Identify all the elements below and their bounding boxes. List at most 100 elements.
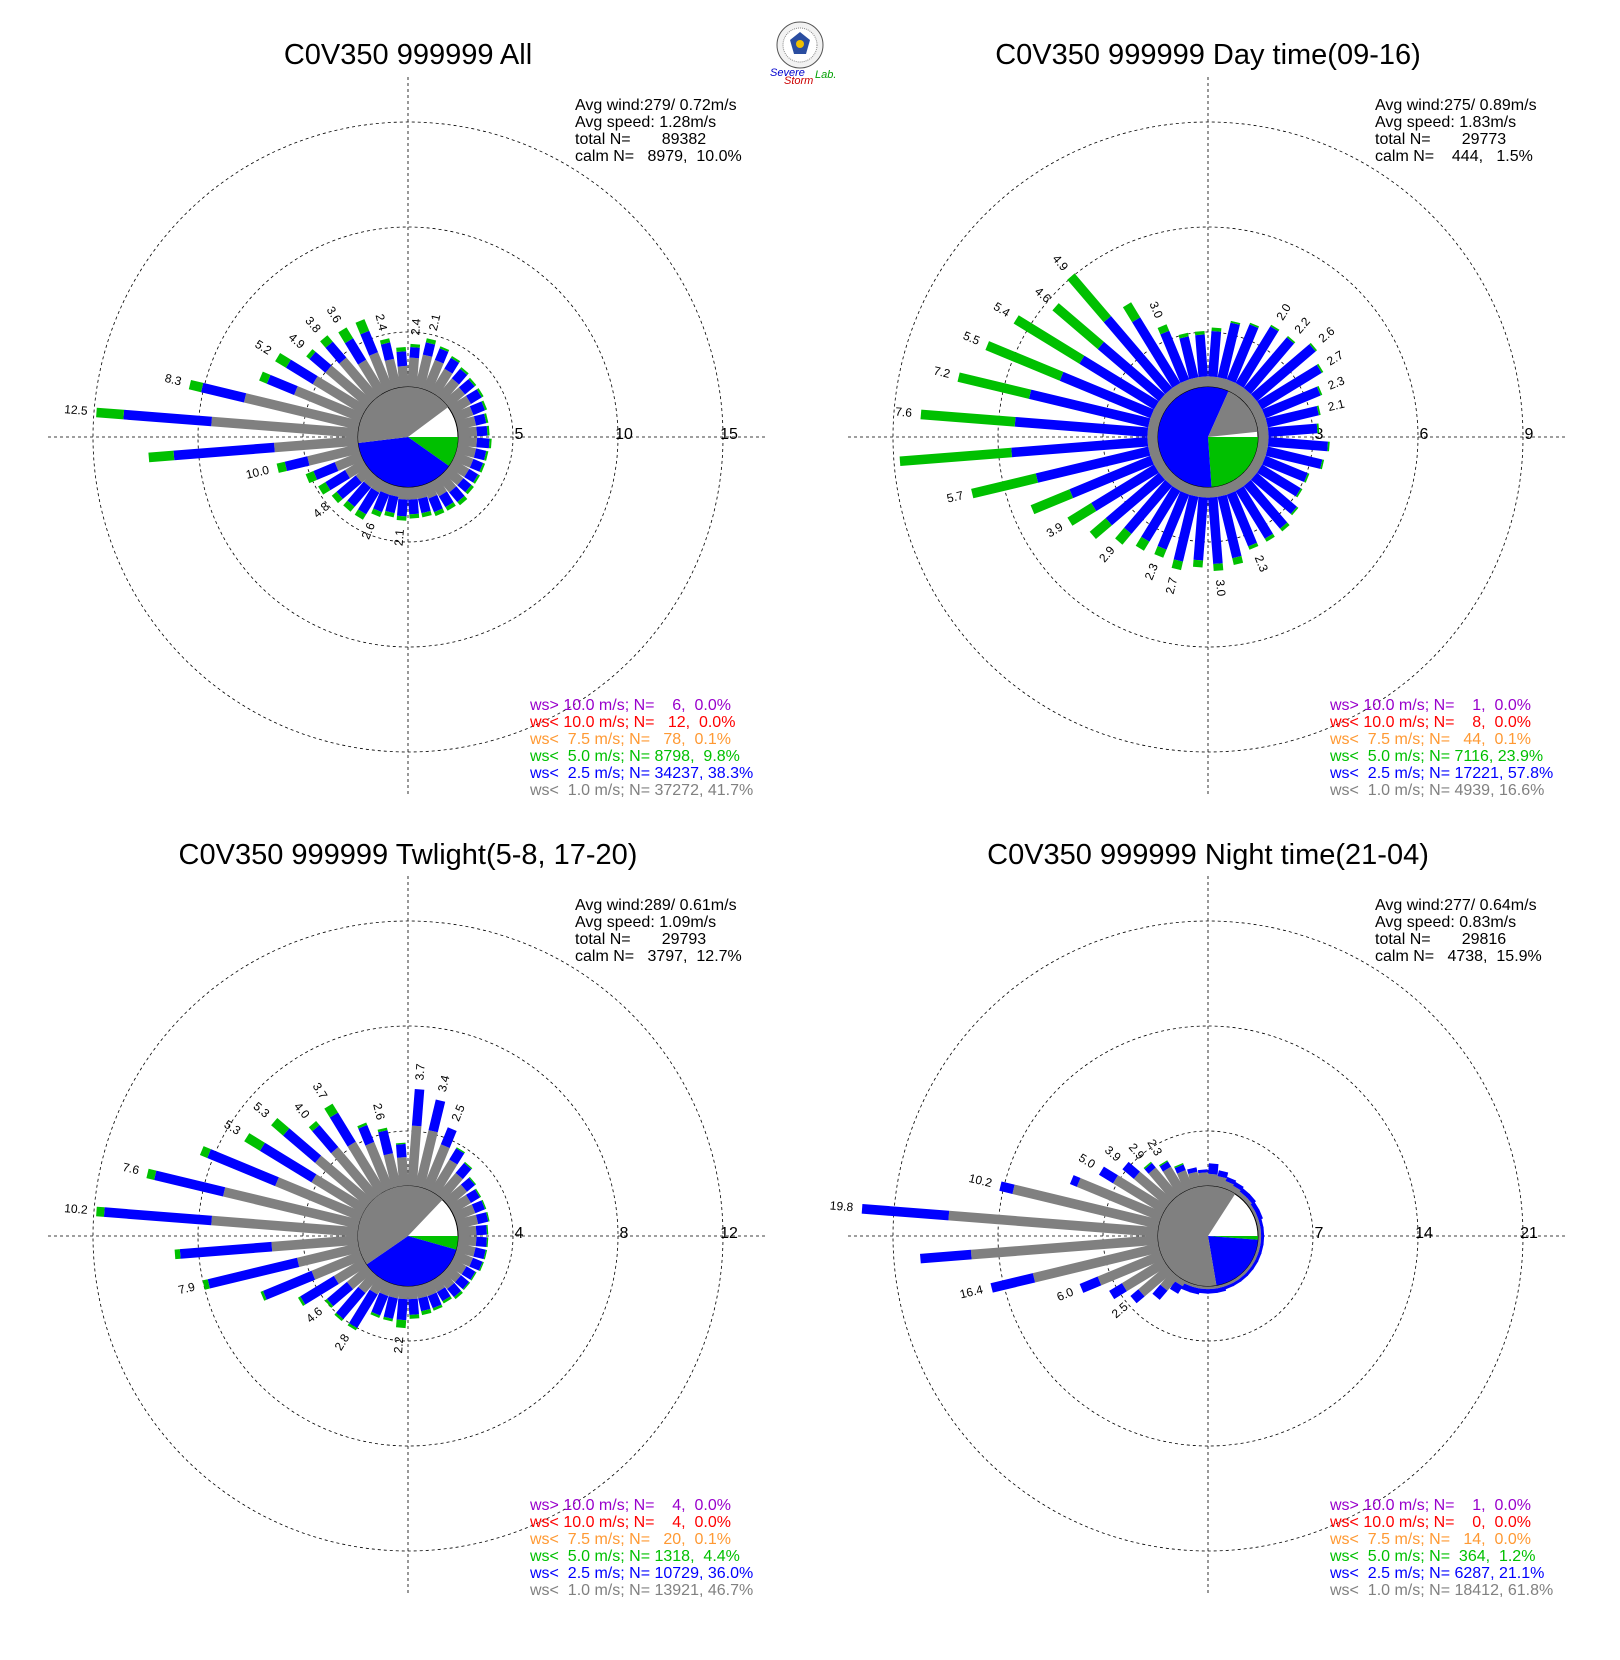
sector-bar-18-lt1 bbox=[415, 1283, 428, 1299]
ring-label: 7 bbox=[1315, 1225, 1324, 1242]
bar-label: 16.4 bbox=[958, 1282, 984, 1301]
sector-bar-27-lt1 bbox=[334, 451, 364, 471]
sector-bar-2-lt5 bbox=[439, 346, 450, 352]
sector-bar-18-lt25 bbox=[418, 1296, 431, 1312]
stat-line: Avg speed: 1.28m/s bbox=[575, 114, 716, 131]
sector-bar-15-lt5 bbox=[457, 495, 468, 506]
sector-bar-15-lt1 bbox=[1236, 1270, 1247, 1280]
sector-bar-13-lt25 bbox=[1257, 464, 1301, 497]
sector-bar-8-lt1 bbox=[455, 1214, 479, 1229]
sector-bar-16-lt5 bbox=[1264, 533, 1275, 542]
sector-bar-33-lt5 bbox=[275, 353, 291, 368]
calm-pie-slice-lt1 bbox=[357, 1185, 443, 1265]
sector-bar-4-lt5 bbox=[1286, 336, 1296, 344]
sector-bar-12-lt25 bbox=[1262, 455, 1308, 482]
sector-bar-23-lt1 bbox=[371, 477, 386, 493]
sector-bar-35-lt5 bbox=[308, 1121, 320, 1132]
sector-bar-36-lt1 bbox=[358, 359, 386, 397]
sector-bar-28-lt5 bbox=[202, 1279, 210, 1290]
legend-entry-lt1: ws< 1.0 m/s; N= 18412, 61.8% bbox=[1329, 1582, 1553, 1599]
sector-bar-16-lt5 bbox=[442, 1296, 452, 1304]
sector-bar-31-lt1 bbox=[243, 393, 361, 430]
sector-bar-16-lt25 bbox=[1235, 486, 1273, 539]
sector-bar-5-lt5 bbox=[468, 377, 477, 387]
bar-label: 2.3 bbox=[1144, 1137, 1165, 1159]
sector-bar-13-lt5 bbox=[1295, 488, 1303, 498]
sector-bar-1-lt25 bbox=[428, 1099, 446, 1133]
wind-rose-panel-2: C0V350 999999 Day time(09-16)3 6 92.02.2 2.… bbox=[848, 39, 1568, 799]
sector-bar-6-lt1 bbox=[448, 1194, 471, 1214]
sector-bar-34-lt1 bbox=[315, 1155, 374, 1208]
sector-bar-35-lt5 bbox=[1067, 273, 1111, 323]
sector-bar-6-lt25 bbox=[466, 389, 482, 404]
calm-pie-slice-lt1 bbox=[1208, 391, 1258, 437]
sector-bar-1-lt5 bbox=[425, 338, 437, 345]
sector-bar-18-lt1 bbox=[1215, 484, 1227, 497]
sector-bar-17-lt25 bbox=[1223, 1283, 1234, 1290]
sector-bar-28-lt1 bbox=[297, 1243, 361, 1267]
ring-label: 12 bbox=[720, 1225, 738, 1242]
sector-bar-18-lt5 bbox=[1232, 556, 1244, 565]
sector-bar-36-lt5 bbox=[1159, 1160, 1168, 1167]
sector-bar-22-lt25 bbox=[373, 491, 390, 513]
sector-bar-39-lt5 bbox=[1194, 331, 1205, 336]
sector-bar-20-lt5 bbox=[396, 515, 407, 521]
sector-bar-28-lt1 bbox=[1148, 444, 1161, 456]
sector-bar-20-lt25 bbox=[397, 499, 408, 517]
ring-label: 10 bbox=[615, 426, 633, 443]
sector-bar-20-lt1 bbox=[398, 486, 409, 500]
wind-rose-panel-3: C0V350 999999 Twlight(5-8, 17-20) 4 8 12 3.7… bbox=[48, 839, 768, 1599]
sector-bar-2-lt25 bbox=[1225, 1176, 1237, 1185]
sector-bar-8-lt25 bbox=[1265, 406, 1319, 428]
sector-bar-24-lt25 bbox=[336, 1286, 366, 1320]
sector-bar-29-lt25 bbox=[920, 1249, 972, 1264]
sector-bar-36-lt1 bbox=[347, 1141, 386, 1196]
sector-bar-23-lt25 bbox=[349, 1289, 378, 1329]
sector-bar-34-lt25 bbox=[1097, 341, 1166, 402]
sector-bar-9-lt25 bbox=[1267, 423, 1318, 437]
sector-bar-30-lt1 bbox=[1147, 427, 1159, 438]
sector-bar-5-lt25 bbox=[458, 379, 475, 395]
sector-bar-4-lt25 bbox=[455, 1162, 472, 1180]
bar-label: 2.7 bbox=[1163, 576, 1181, 596]
sector-bar-2-lt25 bbox=[440, 1127, 457, 1148]
sector-bar-25-lt25 bbox=[1105, 472, 1166, 526]
sector-bar-22-lt25 bbox=[1181, 1283, 1193, 1293]
sector-bar-36-lt25 bbox=[1132, 317, 1181, 388]
sector-bar-30-lt5 bbox=[96, 1206, 105, 1217]
legend-entry-lt1: ws< 1.0 m/s; N= 4939, 16.6% bbox=[1329, 782, 1544, 799]
sector-bar-12-lt1 bbox=[452, 451, 474, 468]
legend-entry-lt10: ws< 10.0 m/s; N= 4, 0.0% bbox=[529, 1514, 731, 1531]
sector-bar-17-lt5 bbox=[434, 508, 445, 517]
sector-bar-30-lt25 bbox=[1014, 417, 1149, 437]
legend-entry-lt10: ws< 10.0 m/s; N= 12, 0.0% bbox=[529, 714, 735, 731]
sector-bar-24-lt5 bbox=[343, 500, 355, 512]
bar-label: 4.8 bbox=[310, 499, 332, 521]
sector-bar-21-lt25 bbox=[1173, 494, 1199, 562]
ring-label: 6 bbox=[1420, 426, 1429, 443]
bar-label: 7.6 bbox=[121, 1160, 141, 1178]
stat-line: Avg wind:289/ 0.61m/s bbox=[575, 897, 737, 914]
bar-label: 2.5 bbox=[1109, 1299, 1131, 1321]
sector-bar-8-lt5 bbox=[486, 1212, 490, 1222]
bar-label: 4.9 bbox=[1050, 252, 1072, 274]
sector-bar-2-lt25 bbox=[1226, 324, 1259, 383]
sector-bar-12-lt5 bbox=[1304, 473, 1310, 483]
sector-bar-13-lt25 bbox=[464, 468, 479, 483]
sector-bar-2-lt1 bbox=[422, 359, 444, 393]
bar-label: 5.0 bbox=[1076, 1151, 1098, 1172]
sector-bar-13-lt1 bbox=[1248, 1258, 1256, 1268]
sector-bar-15-lt1 bbox=[436, 1270, 455, 1290]
sector-bar-10-lt5 bbox=[1327, 441, 1330, 452]
sector-bar-1-lt25 bbox=[1217, 322, 1240, 380]
sector-bar-18-lt5 bbox=[421, 1309, 432, 1316]
sector-bar-39-lt25 bbox=[1195, 334, 1208, 378]
sector-bar-22-lt5 bbox=[1154, 546, 1167, 558]
sector-bar-31-lt25 bbox=[999, 1181, 1015, 1194]
sector-bar-28-lt1 bbox=[307, 444, 361, 466]
sector-bar-14-lt1 bbox=[442, 465, 464, 486]
sector-bar-38-lt5 bbox=[377, 1127, 388, 1133]
sector-bar-16-lt1 bbox=[430, 1276, 446, 1293]
sector-bar-24-lt1 bbox=[363, 471, 380, 488]
